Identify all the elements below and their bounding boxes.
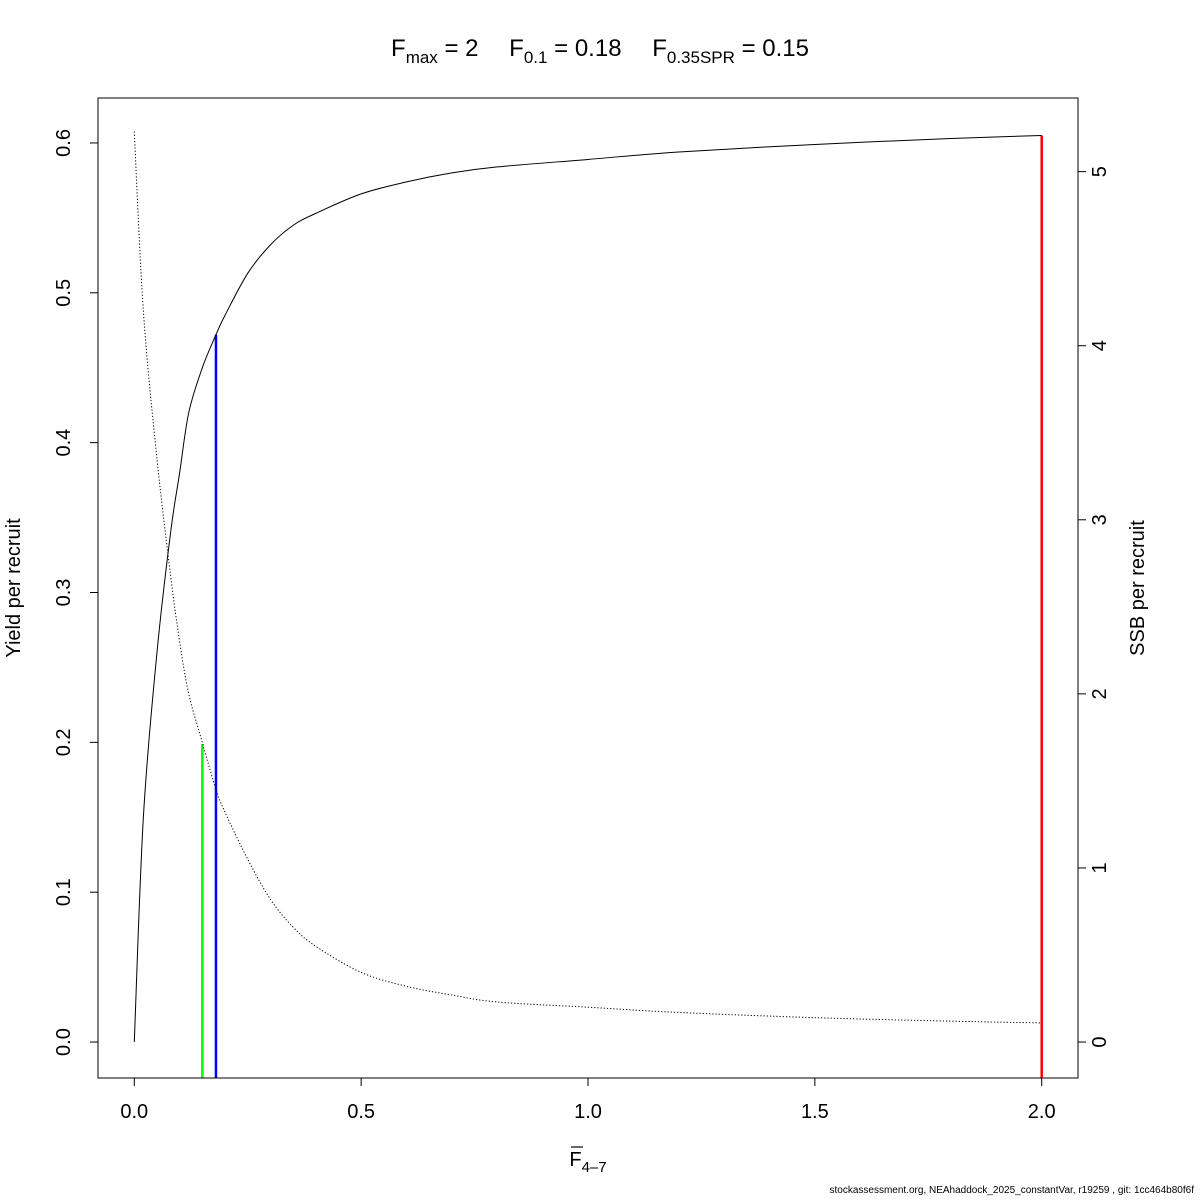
title-text: Fmax = 2 F0.1 = 0.18 F0.35SPR = 0.15 <box>391 35 809 67</box>
y-left-tick-label: 0.3 <box>53 579 75 607</box>
y-left-tick-label: 0.0 <box>53 1028 75 1056</box>
y-left-tick-label: 0.2 <box>53 728 75 756</box>
ssb-per-recruit-line <box>133 131 1042 1024</box>
reference-lines <box>201 135 1043 1078</box>
chart-title: Fmax = 2 F0.1 = 0.18 F0.35SPR = 0.15 <box>391 35 809 67</box>
x-axis: 0.0 0.5 1.0 1.5 2.0 <box>120 1077 1056 1123</box>
x-tick-label: 0.5 <box>347 1101 375 1123</box>
y-left-tick-label: 0.5 <box>53 279 75 307</box>
y-right-tick-label: 2 <box>1089 688 1111 699</box>
y-axis-right: 0 1 2 3 4 5 <box>1077 166 1111 1048</box>
series-lines <box>133 131 1042 1043</box>
x-axis-label: F4–7 <box>569 1146 607 1176</box>
x-tick-label: 0.0 <box>120 1101 148 1123</box>
y-left-tick-label: 0.6 <box>53 129 75 157</box>
y-axis-left-label: Yield per recruit <box>3 518 25 658</box>
plot-frame <box>97 97 1079 1079</box>
y-right-tick-label: 4 <box>1089 340 1111 351</box>
y-right-tick-label: 5 <box>1089 166 1111 177</box>
y-axis-left: 0.0 0.1 0.2 0.3 0.4 0.5 0.6 <box>53 129 99 1056</box>
y-left-tick-label: 0.4 <box>53 429 75 457</box>
yield-per-recruit-line <box>133 134 1042 1043</box>
y-left-tick-label: 0.1 <box>53 878 75 906</box>
y-right-tick-label: 0 <box>1089 1036 1111 1047</box>
x-axis-label-text: F4–7 <box>569 1149 606 1176</box>
footer-text: stockassessment.org, NEAhaddock_2025_con… <box>829 1185 1195 1196</box>
x-tick-label: 1.0 <box>574 1101 602 1123</box>
y-right-tick-label: 3 <box>1089 514 1111 525</box>
x-tick-label: 1.5 <box>801 1101 829 1123</box>
y-right-tick-label: 1 <box>1089 862 1111 873</box>
y-axis-right-label: SSB per recruit <box>1127 520 1149 656</box>
x-tick-label: 2.0 <box>1028 1101 1056 1123</box>
